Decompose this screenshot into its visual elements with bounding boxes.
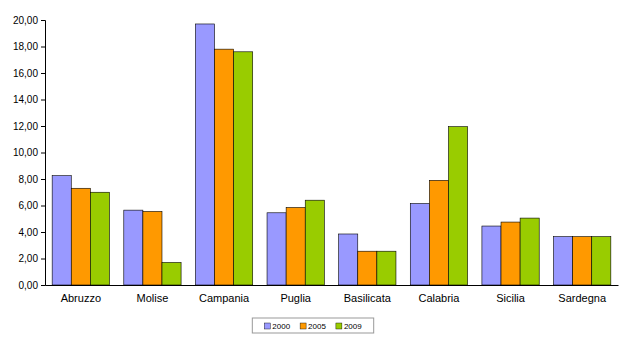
bars [52, 24, 611, 285]
bar [482, 226, 501, 285]
tick: 8,00 [19, 174, 45, 185]
tick-label: 8,00 [19, 174, 39, 185]
axis-line [46, 285, 619, 286]
bar [377, 251, 396, 285]
bar [195, 24, 214, 285]
bar [592, 237, 611, 285]
series [52, 24, 572, 285]
tick-label: Calabria [418, 292, 460, 304]
bar [215, 49, 234, 285]
tick-mark [41, 179, 45, 180]
tick-label: Puglia [280, 292, 311, 304]
tick-label: Molise [137, 292, 169, 304]
tick-mark [41, 126, 45, 127]
bar [339, 234, 358, 285]
tick: Molise [137, 285, 169, 304]
tick: 2,00 [19, 253, 45, 264]
tick-label: 16,00 [13, 68, 38, 79]
tick-mark [41, 73, 45, 74]
tick-label: 14,00 [13, 94, 38, 105]
tick: 0,00 [19, 280, 45, 291]
bar [305, 200, 324, 285]
axis-line [41, 21, 46, 286]
legend-swatch [300, 323, 306, 329]
tick: 14,00 [13, 94, 45, 105]
legend-label: 2000 [272, 322, 290, 331]
tick-mark [41, 47, 45, 48]
bar [358, 251, 377, 285]
tick-label: 10,00 [13, 147, 38, 158]
tick-mark [41, 100, 45, 101]
tick-label: Sardegna [558, 292, 607, 304]
tick-mark [41, 206, 45, 207]
tick-label: 12,00 [13, 121, 38, 132]
chart: 0,00 2,00 4,00 6,00 8,00 10,00 12,00 14,00 16,00… [0, 0, 626, 345]
bar [71, 188, 90, 285]
bar [573, 237, 592, 285]
tick: 6,00 [19, 200, 45, 211]
tick: 16,00 [13, 68, 45, 79]
tick-label: Campania [199, 292, 250, 304]
tick: Abruzzo [61, 285, 101, 304]
y-axis: 0,00 2,00 4,00 6,00 8,00 10,00 12,00 14,00 16,00… [13, 15, 46, 291]
tick-mark [41, 20, 45, 21]
legend-label: 2005 [308, 322, 326, 331]
bar [124, 210, 143, 285]
tick-label: 20,00 [13, 15, 38, 26]
tick: Sardegna [558, 285, 607, 304]
tick: 18,00 [13, 41, 45, 52]
tick-label: 2,00 [19, 253, 39, 264]
bar [90, 192, 109, 285]
tick-label: Sicilia [496, 292, 526, 304]
tick: Puglia [280, 285, 311, 304]
legend-swatch [264, 323, 270, 329]
legend-label: 2009 [344, 322, 362, 331]
bar [448, 127, 467, 285]
tick: Sicilia [496, 285, 526, 304]
tick-mark [41, 285, 45, 286]
bar [520, 218, 539, 285]
tick-mark [41, 153, 45, 154]
tick-label: 18,00 [13, 41, 38, 52]
tick-label: 6,00 [19, 200, 39, 211]
tick-label: Basilicata [344, 292, 392, 304]
tick-label: 0,00 [19, 280, 39, 291]
bar [143, 211, 162, 285]
legend-box [252, 318, 373, 333]
tick: Basilicata [344, 285, 392, 304]
tick-mark [41, 232, 45, 233]
bar [501, 222, 520, 285]
bar [429, 180, 448, 285]
bar [554, 237, 573, 285]
tick: Calabria [418, 285, 460, 304]
bar [286, 207, 305, 285]
tick-label: 4,00 [19, 227, 39, 238]
tick-mark [41, 259, 45, 260]
plot: 0,00 2,00 4,00 6,00 8,00 10,00 12,00 14,00 16,00… [13, 15, 619, 304]
legend: 2000 2005 2009 [252, 318, 373, 333]
bar [410, 204, 429, 285]
bar [52, 176, 71, 285]
tick: 10,00 [13, 147, 45, 158]
bar [234, 52, 253, 285]
tick-label: Abruzzo [61, 292, 101, 304]
tick: 4,00 [19, 227, 45, 238]
legend-swatch [336, 323, 342, 329]
x-axis: Abruzzo Molise Campania Puglia Basilicata Cal… [46, 285, 619, 304]
bar [162, 262, 181, 285]
tick: 12,00 [13, 121, 45, 132]
series [90, 52, 610, 285]
bar [267, 213, 286, 285]
tick: Campania [199, 285, 250, 304]
series [71, 49, 591, 285]
tick: 20,00 [13, 15, 45, 26]
